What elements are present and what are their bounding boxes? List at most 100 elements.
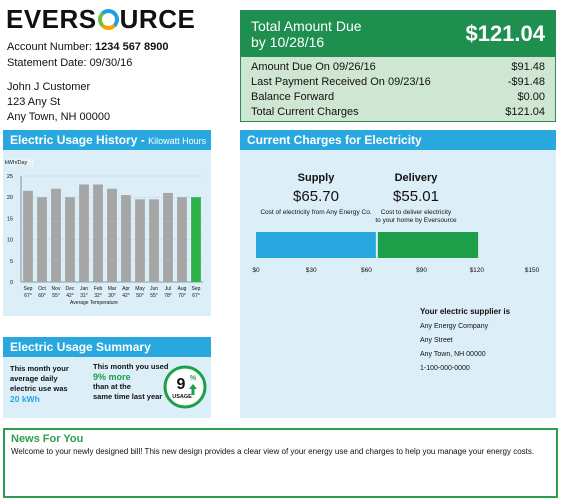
due-row: Amount Due On 09/26/16 $91.48 xyxy=(251,60,545,75)
chart-y-tick-label: 5 xyxy=(10,259,13,265)
supplier-city: Any Town, NH 00000 xyxy=(420,351,486,358)
usage-summary-header: Electric Usage Summary xyxy=(3,337,211,357)
chart-temperature-label: 78° xyxy=(164,293,172,299)
chart-bar xyxy=(135,199,145,282)
total-due-label: Total Amount Due by 10/28/16 xyxy=(251,18,362,50)
customer-name: John J Customer xyxy=(7,81,91,93)
supply-amount: $65.70 xyxy=(293,188,339,205)
total-due-amount: $121.04 xyxy=(465,21,545,46)
supplier-heading: Your electric supplier is xyxy=(420,307,511,316)
chart-temperature-label: 32° xyxy=(94,293,102,299)
statement-date-line: Statement Date: 09/30/16 xyxy=(7,57,132,69)
supplier-name: Any Energy Company xyxy=(420,323,489,330)
due-row: Total Current Charges $121.04 xyxy=(251,105,545,120)
chart-bar xyxy=(163,192,173,282)
due-row: Last Payment Received On 09/23/16 -$91.48 xyxy=(251,75,545,90)
charges-axis: $0 $30 $60 $90 $120 $150 xyxy=(252,267,539,274)
chart-temperature-label: 55° xyxy=(52,293,60,299)
account-number: 1234 567 8900 xyxy=(95,41,169,53)
summary-right-text: This month you used 9% more than at the … xyxy=(93,362,168,402)
due-row-label: Amount Due On 09/26/16 xyxy=(251,61,376,73)
chart-bar xyxy=(177,197,187,282)
charges-tick-label: $60 xyxy=(361,267,372,274)
chart-x-tick-label: Mar xyxy=(108,286,117,292)
chart-temperature-label: 50° xyxy=(136,293,144,299)
summary-right-line3: same time last year xyxy=(93,392,163,401)
chart-y-tick-label: 20 xyxy=(7,195,13,201)
supplier-street: Any Street xyxy=(420,337,453,344)
chart-x-tick-label: Sep xyxy=(24,286,33,292)
chart-temperature-label: 31° xyxy=(80,293,88,299)
supply-description: Cost of electricity from Any Energy Co. xyxy=(260,209,371,216)
delivery-description-line2: to your home by Eversource xyxy=(375,217,457,224)
usage-history-chart: kWh/Day0510152025Sep67°Oct60°Nov55°Dec42… xyxy=(5,160,203,306)
summary-right-line1: This month you used xyxy=(93,362,169,371)
chart-temperature-label: 67° xyxy=(24,293,32,299)
chart-bar xyxy=(23,190,33,282)
chart-y-tick-label: 25 xyxy=(7,174,13,180)
summary-left-line2: average daily xyxy=(10,374,58,383)
chart-temperature-label: 70° xyxy=(178,293,186,299)
account-number-label: Account Number: xyxy=(7,41,92,53)
chart-x-tick-label: Jun xyxy=(150,286,158,292)
usage-badge: 9 % USAGE xyxy=(163,365,207,409)
chart-y-tick-label: 10 xyxy=(7,238,13,244)
chart-xlabel: Average Temperature xyxy=(70,300,118,306)
delivery-label: Delivery xyxy=(395,172,439,184)
summary-left-value: 20 kWh xyxy=(10,394,40,404)
due-row-label: Total Current Charges xyxy=(251,106,359,118)
current-charges-header: Current Charges for Electricity xyxy=(240,130,556,150)
chart-x-tick-label: Oct xyxy=(38,286,46,292)
charges-graphic: Supply $65.70 Cost of electricity from A… xyxy=(252,172,539,372)
summary-right-value: 9% more xyxy=(93,372,131,382)
chart-bar xyxy=(65,197,75,282)
charges-tick-label: $120 xyxy=(470,267,485,274)
chart-bar xyxy=(107,188,117,282)
usage-badge-label: USAGE xyxy=(172,394,192,400)
due-row-value: $0.00 xyxy=(517,91,545,103)
news-title: News For You xyxy=(11,433,84,445)
chart-temperature-label: 42° xyxy=(66,293,74,299)
account-number-line: Account Number: 1234 567 8900 xyxy=(7,41,168,53)
charges-tick-label: $30 xyxy=(306,267,317,274)
charges-tick-label: $90 xyxy=(416,267,427,274)
due-row-value: $121.04 xyxy=(505,106,545,118)
chart-temperature-label: 55° xyxy=(150,293,158,299)
statement-date-label: Statement Date: xyxy=(7,57,87,69)
chart-x-tick-label: Sep xyxy=(192,286,201,292)
chart-temperature-label: 60° xyxy=(38,293,46,299)
news-text: Welcome to your newly designed bill! Thi… xyxy=(11,447,535,456)
news-box: News For You Welcome to your newly desig… xyxy=(3,428,558,498)
chart-ylabel: kWh/Day xyxy=(5,160,28,166)
logo-text-left: EVERS xyxy=(6,4,97,34)
total-due-header: Total Amount Due by 10/28/16 $121.04 xyxy=(241,11,555,57)
charges-tick-label: $150 xyxy=(525,267,540,274)
arrow-up-icon xyxy=(189,384,197,395)
logo-text-right: URCE xyxy=(119,4,196,34)
chart-bar xyxy=(37,197,47,282)
chart-bar xyxy=(191,197,201,282)
chart-x-tick-label: Jul xyxy=(165,286,171,292)
summary-left-line1: This month your xyxy=(10,364,69,373)
customer-street: 123 Any St xyxy=(7,96,61,108)
charges-tick-label: $0 xyxy=(252,267,260,274)
chart-bar xyxy=(149,199,159,282)
total-due-rows: Amount Due On 09/26/16 $91.48 Last Paymen… xyxy=(241,57,555,121)
logo-o-icon xyxy=(97,9,119,30)
chart-x-tick-label: May xyxy=(135,286,145,292)
due-row: Balance Forward $0.00 xyxy=(251,90,545,105)
chart-bar xyxy=(121,195,131,282)
usage-history-header: Electric Usage History - Kilowatt Hours … xyxy=(3,130,211,167)
usage-history-subtitle: Kilowatt Hours (kWh) xyxy=(10,136,207,167)
chart-bar xyxy=(51,188,61,282)
chart-bar xyxy=(93,184,103,282)
chart-x-tick-label: Dec xyxy=(66,286,75,292)
delivery-amount: $55.01 xyxy=(393,188,439,205)
due-row-label: Last Payment Received On 09/23/16 xyxy=(251,76,431,88)
due-row-value: -$91.48 xyxy=(507,76,545,88)
due-row-value: $91.48 xyxy=(511,61,545,73)
chart-temperature-label: 42° xyxy=(122,293,130,299)
usage-summary-box: Electric Usage Summary This month your a… xyxy=(3,337,211,418)
chart-y-tick-label: 15 xyxy=(7,216,13,222)
delivery-bar xyxy=(377,232,479,258)
